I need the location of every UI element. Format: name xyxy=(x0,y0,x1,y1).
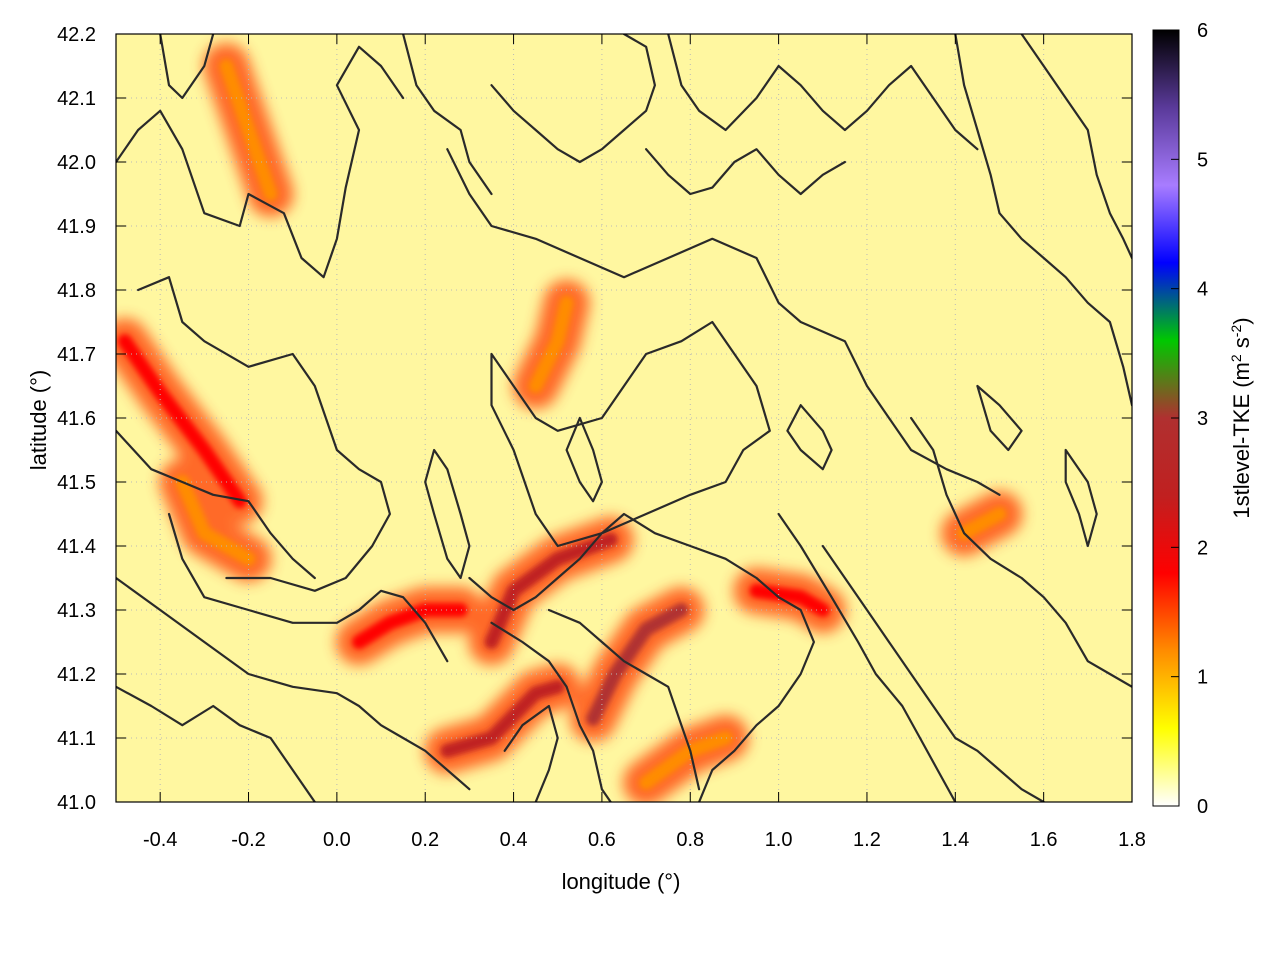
y-tick-label-0: 41.0 xyxy=(57,792,96,814)
tke-band-8 xyxy=(957,507,1007,541)
tke-band-1 xyxy=(175,475,256,566)
contour-line-7 xyxy=(490,320,771,548)
x-tick-label-9: 1.4 xyxy=(941,829,969,851)
terrain-contours xyxy=(116,34,1132,802)
x-tick-label-5: 0.6 xyxy=(588,829,616,851)
contour-line-18 xyxy=(490,34,656,164)
contour-line-12 xyxy=(777,512,957,802)
contour-line-1 xyxy=(137,276,391,592)
y-axis: 41.0 41.1 41.2 41.3 41.4 41.5 41.6 41.7 41.8 41.9… xyxy=(57,24,1132,814)
tke-band-9 xyxy=(528,295,574,393)
contour-line-25 xyxy=(402,34,493,196)
contour-line-9 xyxy=(490,621,612,802)
tke-band-5 xyxy=(440,679,565,758)
y-tick-label-10: 42.0 xyxy=(57,152,96,174)
contour-line-22 xyxy=(976,384,1023,452)
contour-line-10 xyxy=(547,608,701,791)
contour-line-17 xyxy=(645,148,846,196)
y-tick-label-9: 41.9 xyxy=(57,216,96,238)
colorbar-tick-label-0: 0 xyxy=(1197,796,1208,818)
contour-line-11 xyxy=(821,544,1045,802)
colorbar-tick-label-4: 4 xyxy=(1197,279,1208,301)
colorbar-tick-label-1: 1 xyxy=(1197,667,1208,689)
y-tick-label-3: 41.3 xyxy=(57,600,96,622)
y-tick-label-5: 41.5 xyxy=(57,472,96,494)
x-axis-label: longitude (°) xyxy=(562,869,681,894)
contour-line-19 xyxy=(424,448,471,580)
y-axis-label: latitude (°) xyxy=(26,370,51,471)
colorbar-tick-label-3: 3 xyxy=(1197,408,1208,430)
contour-line-16 xyxy=(667,34,979,151)
y-tick-label-6: 41.6 xyxy=(57,408,96,430)
contour-line-5 xyxy=(116,685,316,802)
x-tick-label-11: 1.8 xyxy=(1118,829,1146,851)
contour-line-8 xyxy=(468,512,815,802)
y-tick-label-4: 41.4 xyxy=(57,536,96,558)
x-tick-label-6: 0.8 xyxy=(676,829,704,851)
contour-line-4 xyxy=(116,576,471,791)
tke-band-3 xyxy=(484,532,618,649)
y-tick-label-7: 41.7 xyxy=(57,344,96,366)
contour-line-20 xyxy=(565,416,603,503)
contour-line-24 xyxy=(159,34,215,100)
colorbar-label: 1stlevel-TKE (m2 s-2) xyxy=(1228,317,1254,518)
x-tick-label-3: 0.2 xyxy=(411,829,439,851)
x-tick-label-10: 1.6 xyxy=(1030,829,1058,851)
x-tick-label-7: 1.0 xyxy=(765,829,793,851)
tke-band-2 xyxy=(352,603,468,649)
x-tick-label-2: 0.0 xyxy=(323,829,351,851)
colorbar-tick-label-5: 5 xyxy=(1197,149,1208,171)
y-tick-label-12: 42.2 xyxy=(57,24,96,46)
colorbar-tick-label-6: 6 xyxy=(1197,20,1208,42)
contour-line-26 xyxy=(503,704,559,802)
y-tick-label-11: 42.1 xyxy=(57,88,96,110)
tke-band-4 xyxy=(586,603,689,726)
plot-area: -0.4 -0.2 0.0 0.2 0.4 0.6 0.8 1.0 1.2 1.4 1.6 1.8 4… xyxy=(57,24,1146,851)
x-tick-label-4: 0.4 xyxy=(500,829,528,851)
contour-line-13 xyxy=(910,416,1132,688)
contour-line-15 xyxy=(1020,34,1132,260)
contour-line-0 xyxy=(116,45,405,279)
y-tick-label-2: 41.2 xyxy=(57,664,96,686)
contour-line-23 xyxy=(1064,448,1098,548)
contour-line-21 xyxy=(786,404,833,471)
colorbar-tick-label-2: 2 xyxy=(1197,537,1208,559)
contour-line-3 xyxy=(167,512,449,663)
x-tick-label-8: 1.2 xyxy=(853,829,881,851)
colorbar: 0 1 2 3 4 5 6 1stlevel-TKE (m2 s-2) xyxy=(1152,20,1254,818)
x-axis: -0.4 -0.2 0.0 0.2 0.4 0.6 0.8 1.0 1.2 1.4 1.6 1.8 xyxy=(143,34,1146,851)
contour-line-2 xyxy=(116,429,316,580)
y-tick-label-1: 41.1 xyxy=(57,728,96,750)
x-tick-label-1: -0.2 xyxy=(231,829,265,851)
tke-band-0 xyxy=(117,334,247,509)
x-tick-label-0: -0.4 xyxy=(143,829,177,851)
contour-line-6 xyxy=(446,148,1001,496)
y-tick-label-8: 41.8 xyxy=(57,280,96,302)
contour-line-14 xyxy=(954,34,1132,407)
colorbar-ticks: 0 1 2 3 4 5 6 xyxy=(1171,20,1208,818)
tke-band-7 xyxy=(749,583,830,617)
